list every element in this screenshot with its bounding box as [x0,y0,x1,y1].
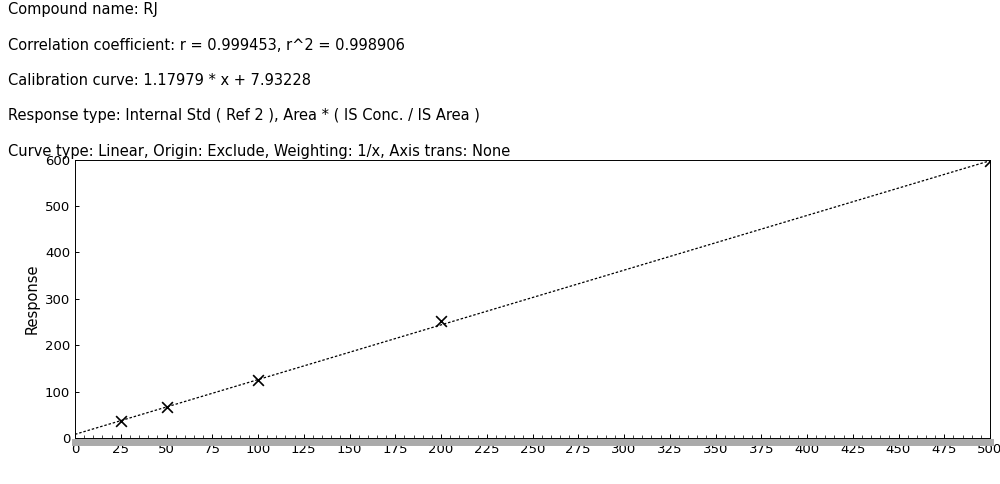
Y-axis label: Response: Response [24,264,39,334]
Point [113,417,129,424]
Point [250,376,266,383]
Text: Correlation coefficient: r = 0.999453, r^2 = 0.998906: Correlation coefficient: r = 0.999453, r… [8,38,405,53]
Text: Calibration curve: 1.17979 * x + 7.93228: Calibration curve: 1.17979 * x + 7.93228 [8,73,311,88]
Text: Compound name: RJ: Compound name: RJ [8,2,158,17]
Point [982,157,998,165]
Point [433,318,449,325]
Point [158,403,175,411]
Text: Response type: Internal Std ( Ref 2 ), Area * ( IS Conc. / IS Area ): Response type: Internal Std ( Ref 2 ), A… [8,108,480,123]
Text: Curve type: Linear, Origin: Exclude, Weighting: 1/x, Axis trans: None: Curve type: Linear, Origin: Exclude, Wei… [8,144,510,159]
